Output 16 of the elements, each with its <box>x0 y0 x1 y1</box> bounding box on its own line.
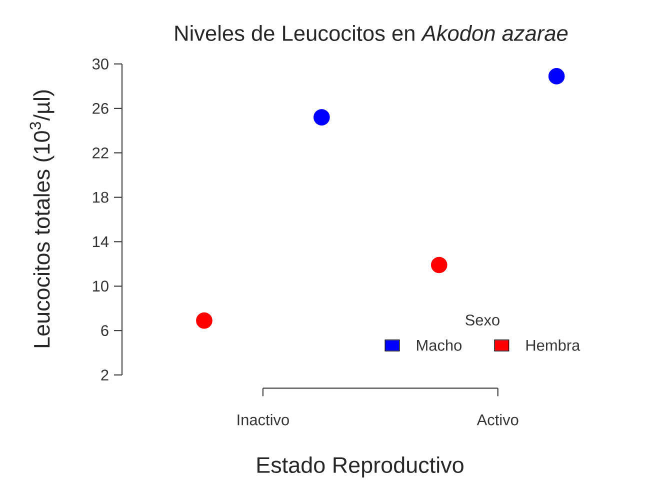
y-tick-label: 2 <box>101 370 108 380</box>
y-tick-label: 10 <box>93 280 108 292</box>
legend-label: Hembra <box>526 339 580 351</box>
y-tick-label: 26 <box>92 102 108 114</box>
y-tick-label: 6 <box>101 325 108 336</box>
x-axis-title: Estado Reproductivo <box>257 456 464 478</box>
y-tick-label: 30 <box>92 58 108 70</box>
y-tick-label: 22 <box>92 147 108 158</box>
y-axis-title: Leucocitos totales (10$^{3}$/µl) <box>30 90 54 348</box>
x-tick-label: Inactivo <box>238 414 289 426</box>
chart-title: Niveles de Leucocitos en Akodon azarae <box>175 25 568 42</box>
y-tick-label: 14 <box>93 236 109 248</box>
legend-title: Sexo <box>466 314 500 326</box>
legend-label: Macho <box>417 339 462 351</box>
y-tick-label: 18 <box>93 192 108 203</box>
x-tick-label: Activo <box>476 414 518 426</box>
